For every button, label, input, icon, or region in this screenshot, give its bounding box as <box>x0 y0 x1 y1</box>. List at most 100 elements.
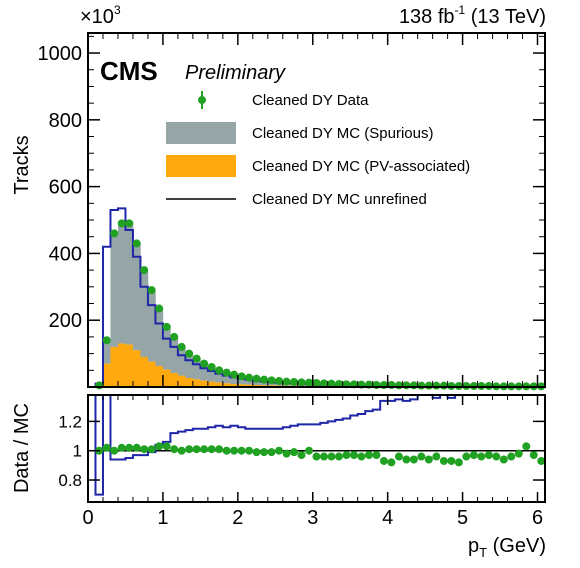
spurious-bar <box>102 339 111 364</box>
ratio-data-point <box>102 443 111 452</box>
x-tick-label: 5 <box>457 507 468 529</box>
main-frame <box>87 32 546 388</box>
ratio-data-point <box>499 455 508 464</box>
ratio-frame <box>87 394 546 503</box>
ratio-data-point <box>484 451 493 460</box>
data-point <box>334 379 343 388</box>
legend-spurious-swatch <box>166 122 236 144</box>
ratio-data-point <box>327 452 336 461</box>
ratio-data-point <box>439 456 448 465</box>
legend-item-pv-associated: Cleaned DY MC (PV-associated) <box>166 155 470 177</box>
ratio-data-point <box>334 452 343 461</box>
data-point <box>327 379 336 388</box>
ratio-y-axis: 0.8 1 1.2 <box>58 412 545 490</box>
ratio-data-point <box>432 452 441 461</box>
ratio-data-point <box>417 452 426 461</box>
ratio-data-point <box>469 451 478 460</box>
data-point <box>177 342 186 351</box>
y-scale-factor: ×103 <box>80 3 121 28</box>
data-point <box>462 381 471 390</box>
legend: Cleaned DY Data Cleaned DY MC (Spurious)… <box>166 91 470 208</box>
data-point <box>319 379 328 388</box>
data-point <box>477 381 486 390</box>
ratio-data-point <box>387 458 396 467</box>
data-point <box>170 332 179 341</box>
x-tick-label: 6 <box>532 507 543 529</box>
ratio-data-point <box>349 451 358 460</box>
ratio-x-axis: 0 1 2 3 4 5 6 <box>82 395 543 529</box>
data-point <box>117 219 126 228</box>
x-axis-label: pT (GeV) <box>468 535 546 560</box>
legend-pv-label: Cleaned DY MC (PV-associated) <box>252 158 470 175</box>
data-point <box>125 219 134 228</box>
pv-associated-bar <box>237 384 246 387</box>
data-point <box>132 239 141 248</box>
ratio-data-point <box>207 445 216 454</box>
data-point <box>147 286 156 295</box>
ratio-y-tick-label: 1.2 <box>58 412 82 431</box>
ratio-data-point <box>132 443 141 452</box>
ratio-data-point <box>125 443 134 452</box>
main-y-tick-label: 200 <box>49 310 82 332</box>
spurious-bar <box>170 336 179 373</box>
data-point <box>215 366 224 375</box>
spurious-bar <box>140 271 149 357</box>
ratio-data-point <box>372 451 381 460</box>
ratio-data-point <box>192 445 201 454</box>
legend-pv-swatch <box>166 155 236 177</box>
main-y-tick-label: 800 <box>49 110 82 132</box>
ratio-data-point <box>260 448 269 457</box>
x-tick-label: 2 <box>232 507 243 529</box>
data-point <box>192 354 201 363</box>
ratio-data-point <box>537 456 546 465</box>
spurious-bar <box>132 243 141 351</box>
data-point <box>252 374 261 383</box>
pv-associated-bar <box>245 384 254 387</box>
data-point <box>439 381 448 390</box>
ratio-data-point <box>200 445 209 454</box>
ratio-data-point <box>275 446 284 455</box>
status-label: Preliminary <box>185 62 286 84</box>
ratio-data-point <box>185 445 194 454</box>
ratio-y-axis-label: Data / MC <box>11 403 33 493</box>
ratio-data-point <box>342 451 351 460</box>
x-axis-label-subscript: T <box>479 545 487 560</box>
x-axis-label-unit: (GeV) <box>487 535 546 557</box>
ratio-data-point <box>222 446 231 455</box>
data-point <box>417 381 426 390</box>
ratio-data-point <box>522 442 531 451</box>
x-tick-label: 3 <box>307 507 318 529</box>
ratio-data-point <box>215 445 224 454</box>
luminosity-label: 138 fb-1 (13 TeV) <box>399 3 546 28</box>
ratio-data-point <box>305 446 314 455</box>
main-plot-area <box>88 207 546 391</box>
pv-associated-bar <box>192 379 201 387</box>
ratio-data-point <box>402 455 411 464</box>
ratio-data-point <box>252 448 261 457</box>
ratio-data-point <box>462 452 471 461</box>
ratio-data-point <box>267 448 276 457</box>
spurious-bar <box>162 326 171 370</box>
data-point <box>260 375 269 384</box>
ratio-data-point <box>319 452 328 461</box>
main-y-axis-label: Tracks <box>11 135 33 194</box>
data-point <box>245 373 254 382</box>
ratio-data-point <box>155 442 164 451</box>
data-point <box>230 370 239 379</box>
ratio-data-point <box>357 452 366 461</box>
ratio-data-point <box>394 452 403 461</box>
ratio-data-point <box>312 452 321 461</box>
pv-associated-bar <box>230 383 239 387</box>
data-point <box>267 376 276 385</box>
spurious-bar <box>117 221 126 344</box>
data-point <box>432 381 441 390</box>
data-point <box>312 378 321 387</box>
spurious-bar <box>222 372 231 384</box>
ratio-data-point <box>507 452 516 461</box>
x-tick-label: 1 <box>157 507 168 529</box>
data-point <box>305 378 314 387</box>
data-point <box>110 229 119 238</box>
data-point <box>402 381 411 390</box>
ratio-data-point <box>477 452 486 461</box>
